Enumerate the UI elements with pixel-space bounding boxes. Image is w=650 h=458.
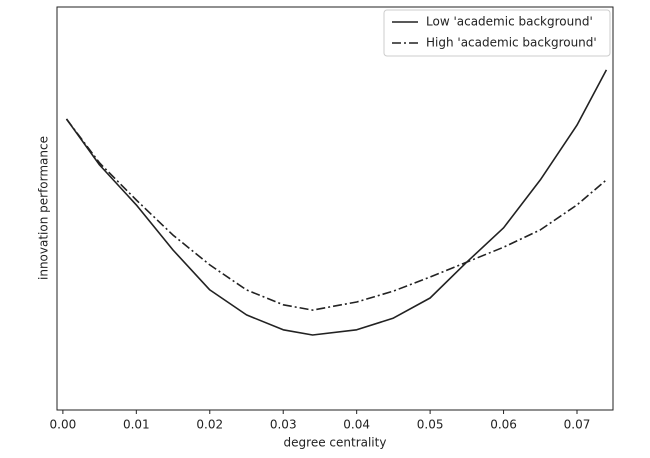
x-tick-label: 0.06 [490, 418, 517, 432]
x-tick-label: 0.01 [123, 418, 150, 432]
line-series [65, 69, 608, 336]
x-tick-label: 0.02 [196, 418, 223, 432]
x-tick-label: 0.05 [417, 418, 444, 432]
legend-label: Low 'academic background' [426, 15, 593, 29]
x-tick-label: 0.07 [564, 418, 591, 432]
x-tick-label: 0.04 [343, 418, 370, 432]
x-tick-label: 0.03 [270, 418, 297, 432]
line-series [65, 118, 607, 311]
plot-frame [56, 6, 614, 411]
y-axis-label: innovation performance [37, 136, 51, 280]
legend-label: High 'academic background' [426, 36, 597, 50]
x-axis-label: degree centrality [284, 436, 387, 450]
x-tick-label: 0.00 [50, 418, 77, 432]
legend-box [383, 9, 611, 57]
